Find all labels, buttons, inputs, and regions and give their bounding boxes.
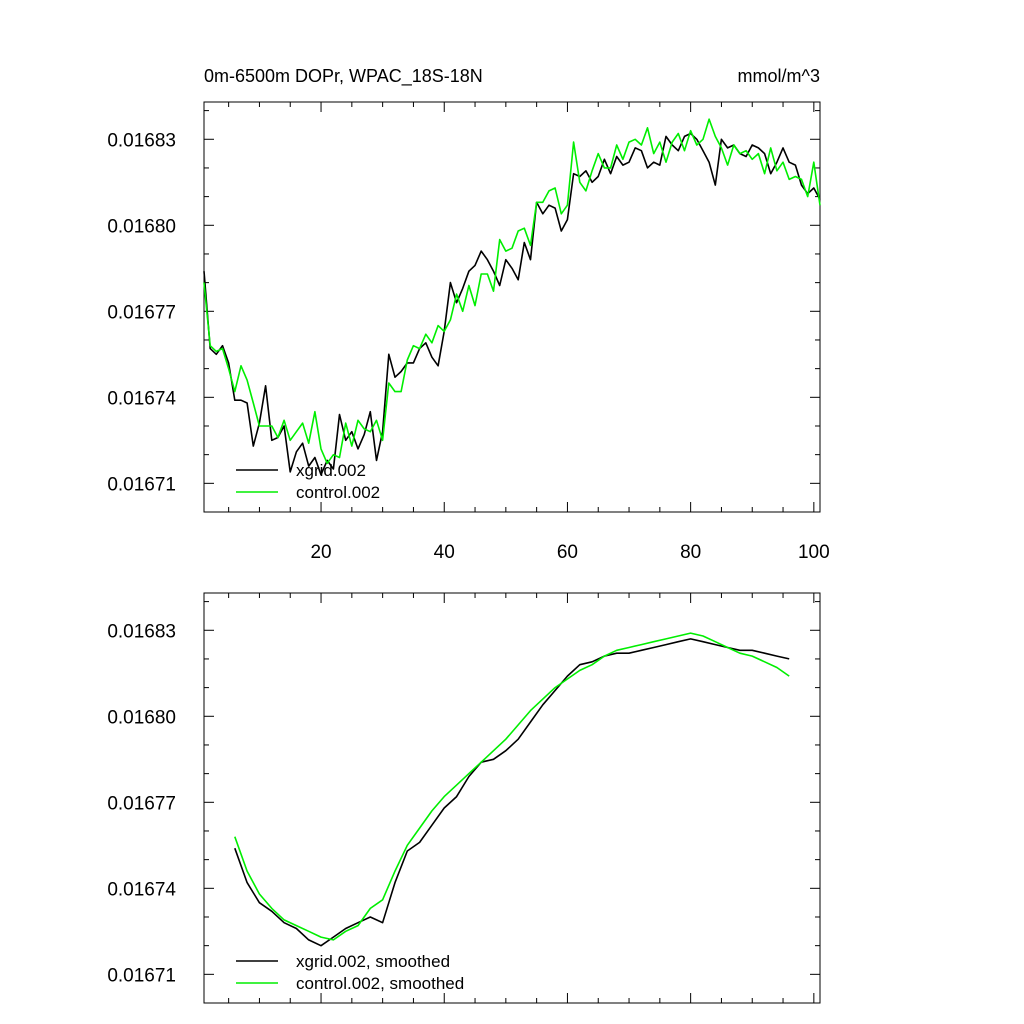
- legend-label: control.002, smoothed: [296, 974, 464, 993]
- y-tick-label: 0.01677: [107, 793, 176, 814]
- plot-frame: [203, 101, 821, 513]
- x-tick-label: 40: [434, 542, 455, 563]
- series-line-xgrid-002: [203, 132, 821, 476]
- series-line-control-002-smoothed: [234, 632, 790, 941]
- y-tick-label: 0.01674: [107, 879, 176, 900]
- x-tick-label: 60: [557, 542, 578, 563]
- legend-label: xgrid.002: [296, 461, 366, 480]
- x-tick-label: 20: [310, 542, 331, 563]
- legend-label: xgrid.002, smoothed: [296, 952, 450, 971]
- legend-label: control.002: [296, 483, 380, 502]
- plot-frame: [203, 592, 821, 1004]
- series-line-control-002: [203, 118, 821, 465]
- y-tick-label: 0.01683: [107, 130, 176, 151]
- x-tick-label: 100: [798, 542, 830, 563]
- y-tick-label: 0.01680: [107, 216, 176, 237]
- y-tick-label: 0.01671: [107, 965, 176, 986]
- y-tick-label: 0.01674: [107, 388, 176, 409]
- y-tick-label: 0.01680: [107, 707, 176, 728]
- y-tick-label: 0.01671: [107, 474, 176, 495]
- bottom-panel: 0.01671 0.01674 0.01677 0.01680 0.01683 xgrid…: [107, 592, 821, 1004]
- units-label: mmol/m^3: [738, 66, 820, 86]
- chart-title: 0m-6500m DOPr, WPAC_18S-18N: [204, 66, 483, 87]
- series-line-xgrid-002-smoothed: [234, 638, 790, 947]
- x-tick-label: 80: [680, 542, 701, 563]
- y-tick-label: 0.01683: [107, 621, 176, 642]
- y-tick-label: 0.01677: [107, 302, 176, 323]
- top-panel: 0m-6500m DOPr, WPAC_18S-18N mmol/m^3 20 4…: [107, 66, 829, 563]
